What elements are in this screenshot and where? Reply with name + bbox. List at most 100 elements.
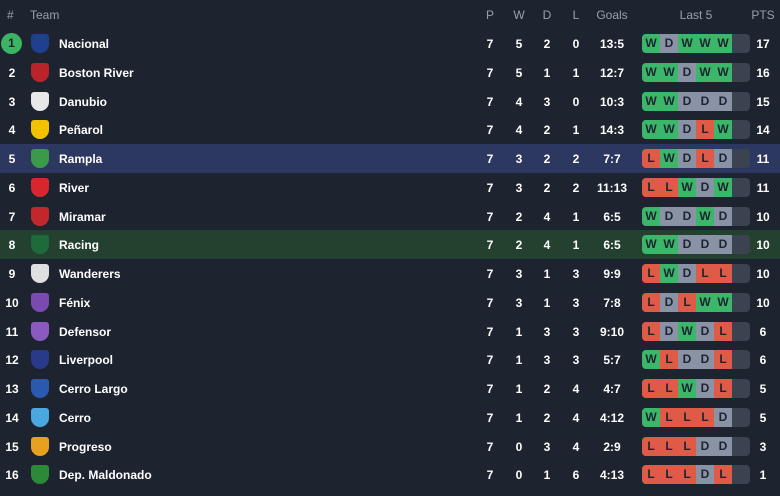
form-result: L xyxy=(714,379,732,398)
team-name[interactable]: Danubio xyxy=(59,94,107,109)
form-result: W xyxy=(642,350,660,370)
form-result: D xyxy=(714,206,732,226)
played: 7 xyxy=(486,37,494,51)
wins: 3 xyxy=(515,295,523,310)
goals: 9:10 xyxy=(599,324,625,339)
team-name[interactable]: Peñarol xyxy=(59,123,104,138)
wins: 0 xyxy=(515,468,523,483)
goals: 6:5 xyxy=(603,209,621,224)
form-result: D xyxy=(678,350,696,370)
form-result: L xyxy=(642,264,660,283)
team-name[interactable]: Cerro xyxy=(59,410,92,425)
form-result: L xyxy=(678,292,696,312)
goals: 6:5 xyxy=(603,238,621,253)
played: 7 xyxy=(486,267,494,281)
goals: 4:12 xyxy=(599,410,625,425)
form-result: L xyxy=(660,350,678,370)
points: 5 xyxy=(759,382,767,396)
form-result: D xyxy=(660,34,678,53)
goals: 11:13 xyxy=(596,180,628,195)
draws: 2 xyxy=(543,152,551,166)
header-team[interactable]: Team xyxy=(30,8,60,22)
form-result: W xyxy=(660,235,678,255)
team-name[interactable]: Miramar xyxy=(59,209,106,224)
team-crest-icon xyxy=(31,120,49,140)
position: 4 xyxy=(8,123,16,138)
position: 3 xyxy=(8,94,16,109)
team-name[interactable]: Nacional xyxy=(59,37,110,51)
form-result: W xyxy=(642,91,660,111)
header-points[interactable]: PTS xyxy=(751,8,775,22)
position: 8 xyxy=(8,238,16,253)
form-result: D xyxy=(678,149,696,168)
draws: 2 xyxy=(543,37,551,51)
team-name[interactable]: River xyxy=(59,180,90,195)
form-result: L xyxy=(660,177,678,197)
form-result: W xyxy=(678,177,696,197)
form-result: W xyxy=(714,62,732,82)
team-name[interactable]: Dep. Maldonado xyxy=(59,468,152,483)
losses: 4 xyxy=(572,382,580,396)
points: 16 xyxy=(756,65,770,80)
position: 11 xyxy=(5,324,19,339)
points: 3 xyxy=(759,439,767,454)
team-name[interactable]: Boston River xyxy=(59,65,134,80)
form-result: L xyxy=(714,350,732,370)
form-result: D xyxy=(678,235,696,255)
position: 2 xyxy=(8,65,16,80)
header-losses[interactable]: L xyxy=(572,8,580,22)
wins: 3 xyxy=(515,152,523,166)
points: 5 xyxy=(759,410,767,425)
position: 7 xyxy=(8,209,16,224)
team-name[interactable]: Fénix xyxy=(59,295,91,310)
goals: 4:7 xyxy=(603,382,621,396)
header-goals[interactable]: Goals xyxy=(596,8,628,22)
losses: 1 xyxy=(572,123,580,138)
losses: 3 xyxy=(572,353,580,368)
team-crest-icon xyxy=(31,321,49,341)
form-result: L xyxy=(678,465,696,485)
draws: 4 xyxy=(543,238,551,253)
team-name[interactable]: Progreso xyxy=(59,439,112,454)
points: 10 xyxy=(756,238,770,253)
form-result: W xyxy=(714,120,732,140)
wins: 1 xyxy=(515,410,523,425)
wins: 4 xyxy=(515,94,523,109)
team-name[interactable]: Racing xyxy=(59,238,100,253)
form-result: D xyxy=(696,350,714,370)
form-result: W xyxy=(660,91,678,111)
form-result: L xyxy=(642,436,660,456)
team-name[interactable]: Cerro Largo xyxy=(59,382,128,396)
team-name[interactable]: Liverpool xyxy=(59,353,114,368)
team-name[interactable]: Rampla xyxy=(59,152,103,166)
header-wins[interactable]: W xyxy=(513,8,525,22)
team-crest-icon xyxy=(31,292,49,312)
team-name[interactable]: Defensor xyxy=(59,324,112,339)
form-result: L xyxy=(642,292,660,312)
header-draws[interactable]: D xyxy=(542,8,552,22)
header-played[interactable]: P xyxy=(485,8,494,22)
goals: 14:3 xyxy=(599,123,625,138)
team-name[interactable]: Wanderers xyxy=(59,267,121,281)
